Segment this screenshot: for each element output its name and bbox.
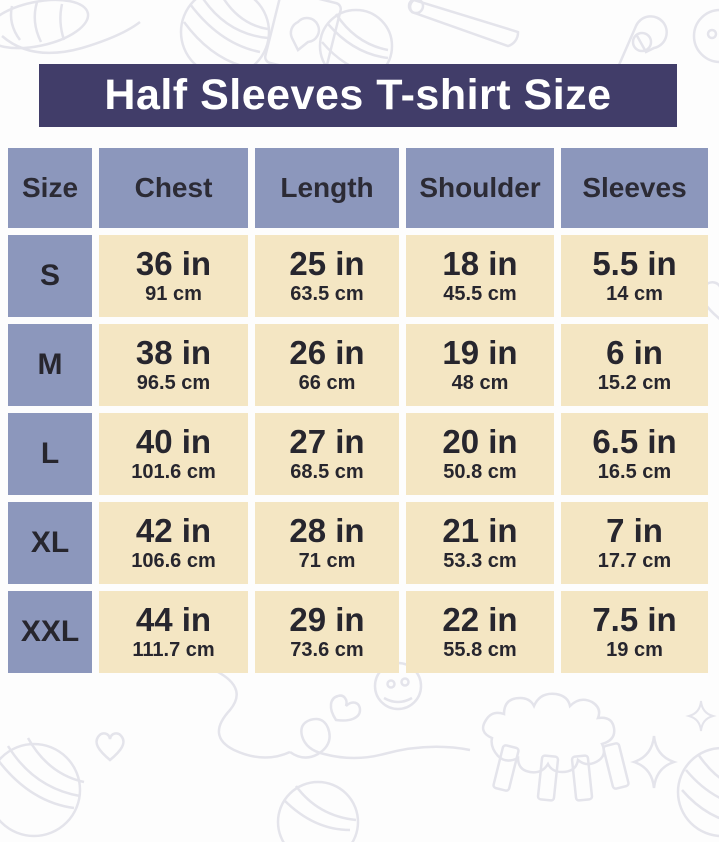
sparkle-icon [630, 735, 678, 789]
value-inches: 7.5 in [592, 601, 677, 638]
size-chart-table: Size Chest Length Shoulder Sleeves S 36 … [8, 148, 711, 673]
value-inches: 6.5 in [592, 423, 677, 460]
value-cm: 17.7 cm [597, 550, 672, 572]
heart-icon [95, 732, 125, 762]
column-header-length: Length [255, 148, 399, 228]
size-label-m: M [8, 324, 92, 406]
value-cm: 91 cm [145, 283, 202, 305]
value-cm: 14 cm [606, 283, 663, 305]
value-cm: 55.8 cm [443, 639, 517, 661]
sheep-icon [481, 692, 630, 802]
size-label-s: S [8, 235, 92, 317]
value-cm: 73.6 cm [290, 639, 364, 661]
table-cell-length-s: 25 in 63.5 cm [255, 235, 399, 317]
table-cell-length-l: 27 in 68.5 cm [255, 413, 399, 495]
table-cell-length-m: 26 in 66 cm [255, 324, 399, 406]
value-inches: 6 in [606, 334, 663, 371]
table-cell-shoulder-m: 19 in 48 cm [406, 324, 554, 406]
table-cell-chest-s: 36 in 91 cm [99, 235, 248, 317]
size-label-xl: XL [8, 502, 92, 584]
value-cm: 45.5 cm [443, 283, 517, 305]
value-cm: 101.6 cm [131, 461, 216, 483]
table-cell-shoulder-xl: 21 in 53.3 cm [406, 502, 554, 584]
button-icon [692, 8, 719, 64]
page-title: Half Sleeves T-shirt Size [104, 71, 612, 119]
column-header-size: Size [8, 148, 92, 228]
yarn-string-heart-icon [209, 666, 471, 760]
value-inches: 38 in [135, 334, 212, 371]
size-label-l: L [8, 413, 92, 495]
table-cell-shoulder-s: 18 in 45.5 cm [406, 235, 554, 317]
yarn-ball-icon [0, 737, 85, 838]
value-cm: 106.6 cm [131, 550, 216, 572]
value-inches: 22 in [442, 601, 518, 638]
value-inches: 18 in [442, 245, 518, 282]
column-header-chest: Chest [99, 148, 248, 228]
value-inches: 40 in [135, 423, 212, 460]
value-inches: 25 in [289, 245, 365, 282]
table-cell-chest-m: 38 in 96.5 cm [99, 324, 248, 406]
value-inches: 19 in [442, 334, 518, 371]
value-cm: 63.5 cm [290, 283, 364, 305]
value-cm: 71 cm [298, 550, 356, 572]
yarn-ball-icon [676, 746, 719, 838]
value-cm: 15.2 cm [597, 372, 672, 394]
value-inches: 44 in [135, 601, 212, 638]
value-inches: 28 in [289, 512, 365, 549]
table-cell-sleeves-xxl: 7.5 in 19 cm [561, 591, 708, 673]
table-cell-sleeves-l: 6.5 in 16.5 cm [561, 413, 708, 495]
value-cm: 53.3 cm [443, 550, 517, 572]
knitting-needle-icon [407, 0, 520, 48]
value-inches: 7 in [606, 512, 663, 549]
table-cell-chest-xxl: 44 in 111.7 cm [99, 591, 248, 673]
value-cm: 68.5 cm [290, 461, 364, 483]
size-label-xxl: XXL [8, 591, 92, 673]
value-cm: 16.5 cm [597, 461, 672, 483]
value-inches: 42 in [135, 512, 212, 549]
column-header-shoulder: Shoulder [406, 148, 554, 228]
yarn-skein-icon [0, 0, 141, 55]
table-cell-sleeves-xl: 7 in 17.7 cm [561, 502, 708, 584]
table-cell-sleeves-s: 5.5 in 14 cm [561, 235, 708, 317]
value-inches: 26 in [289, 334, 365, 371]
column-header-sleeves: Sleeves [561, 148, 708, 228]
sparkle-icon [685, 700, 717, 732]
value-inches: 20 in [442, 423, 518, 460]
value-inches: 36 in [135, 245, 212, 282]
table-cell-shoulder-l: 20 in 50.8 cm [406, 413, 554, 495]
value-inches: 27 in [289, 423, 365, 460]
table-cell-chest-xl: 42 in 106.6 cm [99, 502, 248, 584]
table-cell-chest-l: 40 in 101.6 cm [99, 413, 248, 495]
value-cm: 66 cm [298, 372, 356, 394]
value-inches: 5.5 in [592, 245, 677, 282]
value-cm: 111.7 cm [132, 639, 215, 661]
value-cm: 96.5 cm [136, 372, 211, 394]
table-cell-length-xxl: 29 in 73.6 cm [255, 591, 399, 673]
table-cell-length-xl: 28 in 71 cm [255, 502, 399, 584]
value-inches: 29 in [289, 601, 365, 638]
value-cm: 19 cm [606, 639, 663, 661]
yarn-ball-icon [276, 780, 360, 842]
table-cell-shoulder-xxl: 22 in 55.8 cm [406, 591, 554, 673]
table-cell-sleeves-m: 6 in 15.2 cm [561, 324, 708, 406]
value-inches: 21 in [442, 512, 518, 549]
value-cm: 48 cm [451, 372, 509, 394]
value-cm: 50.8 cm [443, 461, 517, 483]
title-banner: Half Sleeves T-shirt Size [39, 64, 677, 127]
